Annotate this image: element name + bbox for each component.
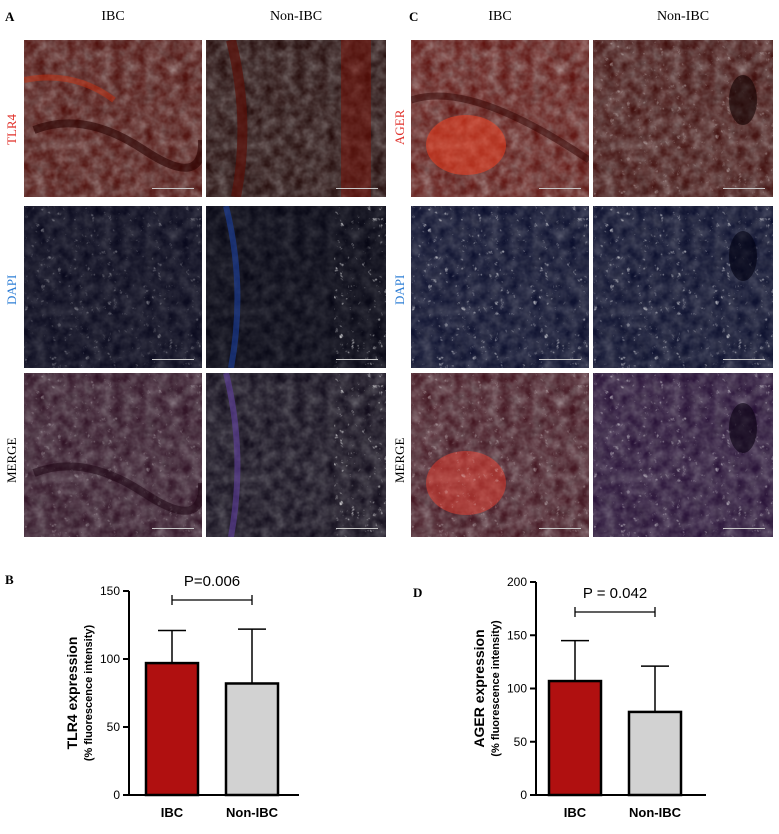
x-tick-label: Non-IBC xyxy=(629,805,682,820)
col-header-ibc-left: IBC xyxy=(101,9,125,24)
row-label-ager: AGER xyxy=(392,109,407,145)
y-axis-label-sub: (% fluorescence intensity) xyxy=(490,620,502,757)
col-header-nonibc-right: Non-IBC xyxy=(656,9,710,24)
chart-tlr4-svg: 0 50 100 150 IBC Non-IBC P=0.006 TLR4 expressio… xyxy=(64,573,299,820)
chart-ager: 0 50 100 150 200 IBC Non-IBC P = 0.042 AGER expr… xyxy=(440,560,740,829)
col-header-nonibc-left: Non-IBC xyxy=(269,9,323,24)
micrograph-dapi-ibc-right xyxy=(411,206,589,368)
y-tick-label: 150 xyxy=(100,584,120,598)
bar-ibc xyxy=(547,679,603,797)
x-tick-label: IBC xyxy=(564,805,587,820)
micrograph-dapi-ibc-left xyxy=(24,206,202,368)
micrograph-merge-ibc-right xyxy=(411,373,589,537)
bar-ibc xyxy=(144,661,200,797)
micrograph-dapi-nonibc-right xyxy=(593,206,773,368)
y-tick-label: 0 xyxy=(520,788,527,802)
y-tick-label: 50 xyxy=(514,735,528,749)
x-tick-label: IBC xyxy=(161,805,184,820)
col-header-ibc-right: IBC xyxy=(488,9,512,24)
row-label-merge-left: MERGE xyxy=(4,437,19,484)
y-tick-label: 100 xyxy=(507,682,527,696)
panel-letter-c: C xyxy=(409,9,419,24)
y-tick-label: 0 xyxy=(113,788,120,802)
row-label-merge-right: MERGE xyxy=(392,437,407,484)
micrograph-dapi-nonibc-left xyxy=(206,206,386,368)
y-axis-label-sub: (% fluorescence intensity) xyxy=(83,625,95,762)
micrograph-merge-ibc-left xyxy=(24,373,202,537)
y-tick-label: 200 xyxy=(507,575,527,589)
chart-tlr4: 0 50 100 150 IBC Non-IBC P=0.006 TLR4 expressio… xyxy=(30,560,330,829)
micrograph-merge-nonibc-right xyxy=(593,373,773,537)
micrograph-merge-nonibc-left xyxy=(206,373,386,537)
p-value-label: P=0.006 xyxy=(184,573,240,590)
y-tick-label: 50 xyxy=(107,720,121,734)
panel-letter-b: B xyxy=(5,572,14,587)
micrograph-tlr4-nonibc xyxy=(206,40,386,197)
bar-non-ibc xyxy=(224,682,280,797)
y-tick-label: 100 xyxy=(100,652,120,666)
bar-non-ibc xyxy=(627,710,683,797)
row-label-dapi-right: DAPI xyxy=(392,274,407,305)
p-value-label: P = 0.042 xyxy=(583,585,647,602)
micrograph-ager-nonibc xyxy=(593,40,773,197)
y-tick-label: 150 xyxy=(507,628,527,642)
row-label-tlr4: TLR4 xyxy=(4,113,19,145)
micrograph-ager-ibc xyxy=(411,40,589,197)
panel-letter-d: D xyxy=(413,585,423,600)
panel-letter-a: A xyxy=(5,9,15,24)
micrograph-tlr4-ibc xyxy=(24,40,202,197)
x-tick-label: Non-IBC xyxy=(226,805,279,820)
y-axis-label: TLR4 expression xyxy=(64,637,80,750)
y-axis-label: AGER expression xyxy=(471,629,487,747)
chart-ager-svg: 0 50 100 150 200 IBC Non-IBC P = 0.042 AGER expr… xyxy=(471,575,706,820)
row-label-dapi-left: DAPI xyxy=(4,274,19,305)
